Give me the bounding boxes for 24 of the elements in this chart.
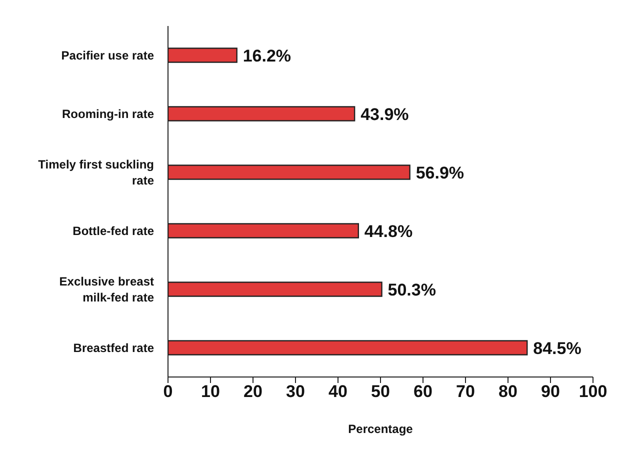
x-tick-label: 80 (498, 382, 518, 402)
x-axis-title: Percentage (348, 422, 414, 436)
x-tick-label: 50 (371, 382, 390, 402)
x-tick-label: 60 (414, 382, 432, 402)
y-tick-label: Exclusive breast milk-fed rate (59, 274, 154, 304)
x-tick-label: 30 (286, 382, 305, 402)
data-label: 56.9% (416, 163, 464, 182)
y-tick-label: Timely first suckling rate (38, 157, 154, 188)
data-label: 16.2% (242, 46, 292, 66)
data-label: 44.8% (364, 222, 413, 241)
data-label: 50.3% (388, 280, 436, 300)
x-tick-label: 100 (578, 382, 608, 402)
y-tick-label: Breastfed rate (73, 340, 154, 355)
data-label: 84.5% (533, 338, 582, 358)
y-tick-label: Rooming-in rate (62, 106, 154, 121)
x-tick-label: 90 (541, 382, 560, 402)
x-tick-label: 10 (201, 382, 220, 402)
x-tick-label: 70 (456, 382, 475, 402)
y-tick-label: Bottle-fed rate (72, 224, 154, 238)
data-label: 43.9% (360, 104, 409, 124)
y-tick-label: Pacifier use rate (61, 48, 154, 62)
x-tick-label: 20 (244, 382, 262, 402)
x-tick-label: 40 (328, 382, 348, 402)
x-tick-label: 0 (163, 382, 173, 402)
